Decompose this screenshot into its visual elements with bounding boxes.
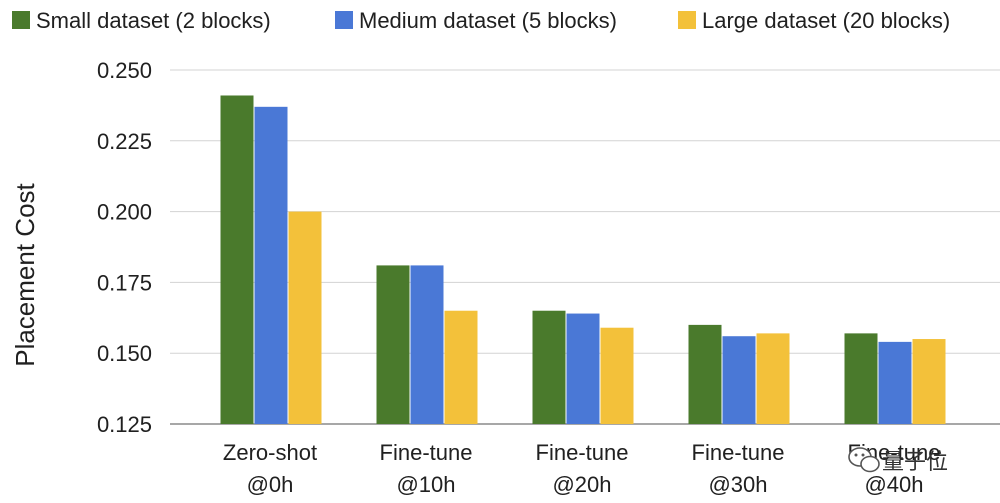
x-category-label: Zero-shot [223, 440, 317, 465]
y-tick-label: 0.250 [97, 58, 152, 83]
y-tick-labels: 0.250 0.225 0.200 0.175 0.150 0.125 [97, 58, 152, 437]
watermark: 量子位 [848, 447, 948, 475]
y-tick-label: 0.200 [97, 200, 152, 225]
legend-swatch [12, 11, 30, 29]
y-axis-title: Placement Cost [10, 182, 40, 366]
y-tick-label: 0.150 [97, 341, 152, 366]
bar-medium-3 [722, 336, 756, 424]
bar-small-0 [220, 95, 254, 424]
x-category-labels: Zero-shot @0h Fine-tune @10h Fine-tune @20h Fi… [223, 440, 941, 497]
x-category-label: @10h [396, 472, 455, 497]
bars [220, 95, 946, 424]
bar-medium-0 [254, 106, 288, 424]
x-category-label: Fine-tune [380, 440, 473, 465]
x-category-label: @20h [552, 472, 611, 497]
bar-medium-4 [878, 341, 912, 424]
bar-small-1 [376, 265, 410, 424]
x-category-label: @0h [247, 472, 294, 497]
x-category-label: Fine-tune [536, 440, 629, 465]
legend-label: Medium dataset (5 blocks) [359, 8, 617, 33]
x-category-label: Fine-tune [692, 440, 785, 465]
legend-swatch [678, 11, 696, 29]
legend-swatch [335, 11, 353, 29]
bar-large-1 [444, 310, 478, 424]
bar-large-0 [288, 211, 322, 424]
bar-large-4 [912, 339, 946, 424]
bar-large-3 [756, 333, 790, 424]
bar-medium-1 [410, 265, 444, 424]
bar-large-2 [600, 327, 634, 424]
legend-label: Large dataset (20 blocks) [702, 8, 950, 33]
bar-small-4 [844, 333, 878, 424]
x-category-label: @40h [864, 472, 923, 497]
bar-medium-2 [566, 313, 600, 424]
watermark-text: 量子位 [882, 450, 948, 475]
legend: Small dataset (2 blocks) Medium dataset (… [12, 8, 950, 33]
legend-label: Small dataset (2 blocks) [36, 8, 271, 33]
bar-small-2 [532, 310, 566, 424]
bar-small-3 [688, 324, 722, 424]
y-tick-label: 0.225 [97, 129, 152, 154]
wechat-icon [848, 447, 880, 473]
x-category-label: @30h [708, 472, 767, 497]
y-tick-label: 0.125 [97, 412, 152, 437]
y-tick-label: 0.175 [97, 270, 152, 295]
